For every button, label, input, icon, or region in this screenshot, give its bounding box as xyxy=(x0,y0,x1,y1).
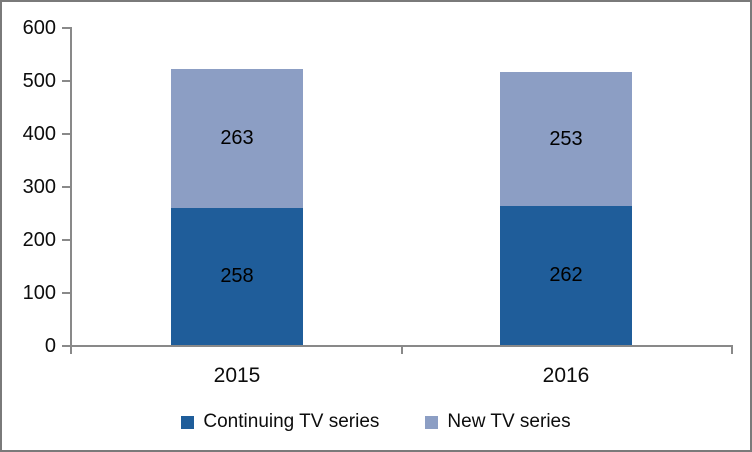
x-axis-category-label: 2015 xyxy=(213,364,261,387)
x-axis-tick-mark xyxy=(70,345,72,354)
y-axis-tick-mark xyxy=(62,186,70,188)
bar-value-label: 253 xyxy=(549,127,583,150)
x-axis-tick-mark xyxy=(731,345,733,354)
y-axis-line xyxy=(70,27,72,347)
x-axis-tick-mark xyxy=(401,345,403,354)
bar-value-label: 258 xyxy=(220,265,254,288)
x-axis-category-label: 2016 xyxy=(542,364,590,387)
bar-segment: 253 xyxy=(500,72,632,207)
legend-label: New TV series xyxy=(447,411,571,432)
y-axis-tick-label: 600 xyxy=(22,17,56,39)
y-axis-tick-label: 300 xyxy=(22,176,56,198)
bar-value-label: 263 xyxy=(220,127,254,150)
y-axis-tick-label: 200 xyxy=(22,229,56,251)
y-axis-tick-label: 100 xyxy=(22,282,56,304)
bar-segment: 258 xyxy=(171,208,303,345)
bar-segment: 262 xyxy=(500,206,632,345)
y-axis-tick-label: 0 xyxy=(44,335,56,357)
legend: Continuing TV series New TV series xyxy=(2,407,750,437)
y-axis-tick-mark xyxy=(62,345,70,347)
legend-item: Continuing TV series xyxy=(181,411,379,433)
y-axis-tick-mark xyxy=(62,239,70,241)
legend-swatch xyxy=(425,415,439,429)
y-axis-tick-mark xyxy=(62,80,70,82)
legend-label: Continuing TV series xyxy=(203,411,380,432)
bar-segment: 263 xyxy=(171,68,303,209)
bar-value-label: 262 xyxy=(549,264,583,287)
y-axis-tick-mark xyxy=(62,292,70,294)
y-axis-tick-mark xyxy=(62,27,70,29)
legend-swatch xyxy=(181,415,195,429)
y-axis-tick-label: 400 xyxy=(22,123,56,145)
y-axis-tick-label: 500 xyxy=(22,70,56,92)
legend-item: New TV series xyxy=(425,411,571,433)
y-axis-tick-mark xyxy=(62,133,70,135)
